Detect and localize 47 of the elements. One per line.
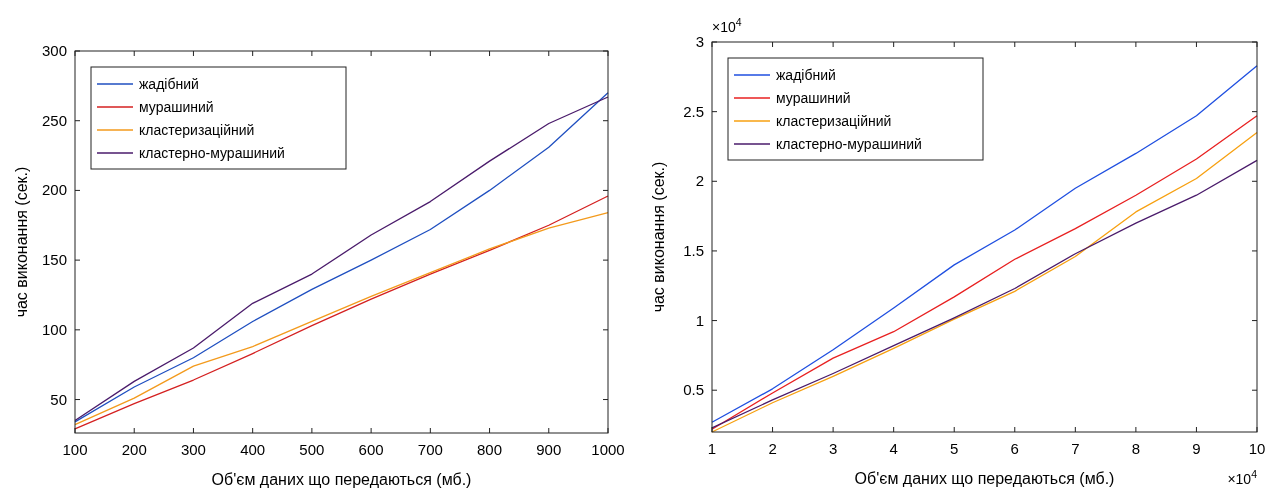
x-tick-label: 400	[240, 441, 266, 458]
x-tick-label: 8	[1131, 440, 1141, 457]
legend-label: жадібний	[139, 76, 199, 92]
line-series	[711, 65, 1258, 423]
y-tick-label: 1	[695, 311, 704, 329]
y-tick-label: 2	[695, 172, 704, 190]
y-axis-title: час виконання (сек.)	[650, 161, 667, 313]
y-tick-label: 100	[41, 320, 67, 338]
x-tick-label: 800	[477, 441, 503, 458]
x-tick-label: 2	[768, 440, 777, 457]
x-tick-label: 1000	[591, 441, 625, 458]
y-tick-label: 2.5	[683, 102, 704, 120]
y-tick-label: 250	[41, 111, 67, 129]
x-axis-title: Об'єм даних що передаються (мб.)	[854, 470, 1115, 487]
y-tick-label: 150	[41, 251, 67, 269]
x-tick-label: 9	[1192, 440, 1201, 457]
x-tick-label: 7	[1071, 440, 1080, 457]
y-axis-title: час виконання (сек.)	[13, 166, 30, 318]
x-tick-label: 3	[828, 440, 838, 457]
legend-label: мурашиний	[776, 90, 851, 106]
x-tick-label: 5	[950, 440, 959, 457]
x-tick-label: 4	[889, 440, 898, 457]
y-tick-label: 300	[41, 42, 67, 59]
legend-label: мурашиний	[139, 99, 214, 115]
y-tick-label: 1.5	[683, 241, 704, 259]
x-tick-label: 600	[358, 441, 384, 458]
x-tick-label: 10	[1248, 440, 1266, 457]
y-tick-label: 0.5	[683, 381, 704, 399]
x-tick-label: 700	[417, 441, 443, 458]
x-tick-label: 1	[707, 440, 717, 457]
text: ×10$^{4}$	[712, 16, 742, 35]
x-tick-label: 100	[62, 441, 88, 458]
x-tick-label: 200	[121, 441, 147, 458]
x-tick-label: 900	[536, 441, 562, 458]
legend-label: кластерно-мурашиний	[776, 136, 922, 152]
x-tick-label: 300	[180, 441, 206, 458]
legend-label: кластеризаційний	[139, 122, 255, 138]
x-tick-label: 500	[299, 441, 325, 458]
text: ×10$^{4}$	[1227, 468, 1258, 487]
y-tick-label: 200	[41, 181, 67, 199]
x-axis-title: Об'єм даних що передаються (мб.)	[211, 471, 472, 488]
legend-label: жадібний	[776, 67, 836, 83]
legend-label: кластерно-мурашиний	[139, 145, 285, 161]
y-tick-label: 50	[50, 390, 67, 408]
y-tick-label: 3	[695, 33, 704, 50]
legend-label: кластеризаційний	[776, 113, 892, 129]
x-tick-label: 6	[1010, 440, 1019, 457]
